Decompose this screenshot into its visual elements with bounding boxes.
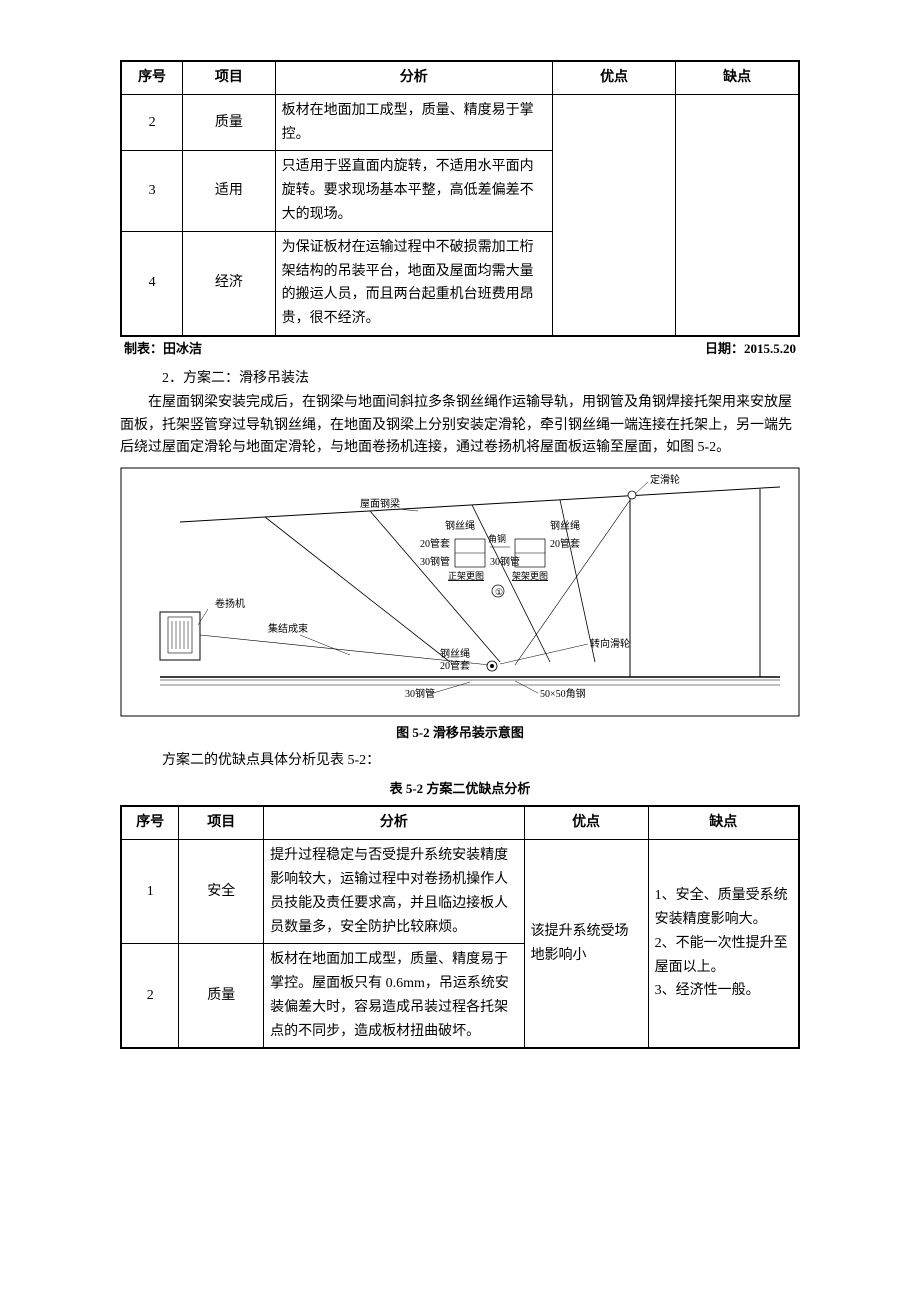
wire-rope-ground-label: 钢丝绳: [440, 647, 470, 660]
date-label: 日期：2015.5.20: [705, 339, 796, 360]
cell-analysis: 只适用于竖直面内旋转，不适用水平面内旋转。要求现场基本平整，高低差偏差不大的现场…: [275, 151, 552, 231]
table-row: 序号 项目 分析 优点 缺点: [121, 806, 799, 839]
cell-item: 质量: [179, 944, 264, 1049]
figure-5-2: 卷扬机 集结成束 转向滑轮 定滑轮 屋面钢梁 钢丝绳 钢丝绳 20管套 20管套: [120, 467, 800, 717]
wire-rope-label: 钢丝绳: [445, 519, 475, 532]
cell-item: 适用: [183, 151, 275, 231]
angle50-label: 50×50角钢: [540, 687, 586, 700]
cell-no: 3: [121, 151, 183, 231]
cell-item: 安全: [179, 840, 264, 944]
winch-label: 卷扬机: [215, 597, 245, 610]
fixed-pulley-label: 定滑轮: [650, 473, 680, 486]
side-view-label: 架架更图: [512, 571, 548, 581]
pipe20-ground-label: 20管套: [440, 659, 470, 672]
table-row: 2 质量 板材在地面加工成型，质量、精度易于掌控。: [121, 94, 799, 151]
wire-rope-label-2: 钢丝绳: [550, 519, 580, 532]
sliding-hoist-diagram-svg: 卷扬机 集结成束 转向滑轮 定滑轮 屋面钢梁 钢丝绳 钢丝绳 20管套 20管套: [120, 467, 800, 717]
col-disadvantage: 缺点: [648, 806, 799, 839]
angle-steel-label: 角钢: [488, 533, 506, 544]
table-5-1-continued: 序号 项目 分析 优点 缺点 2 质量 板材在地面加工成型，质量、精度易于掌控。…: [120, 60, 800, 337]
col-disadvantage: 缺点: [676, 61, 799, 94]
table-5-2-caption: 表 5-2 方案二优缺点分析: [120, 779, 800, 800]
cell-item: 经济: [183, 231, 275, 336]
turn-pulley-label: 转向滑轮: [590, 637, 630, 650]
cell-no: 4: [121, 231, 183, 336]
cell-analysis: 板材在地面加工成型，质量、精度易于掌控。屋面板只有 0.6mm，吊运系统安装偏差…: [264, 944, 524, 1049]
pipe30-label-2: 30钢管: [490, 555, 520, 568]
cell-no: 2: [121, 944, 179, 1049]
front-view-label: 正架更图: [448, 571, 484, 581]
table-row: 1 安全 提升过程稳定与否受提升系统安装精度影响较大，运输过程中对卷扬机操作人员…: [121, 840, 799, 944]
col-no: 序号: [121, 61, 183, 94]
col-advantage: 优点: [552, 61, 675, 94]
cell-advantage-merged: [552, 94, 675, 336]
section-2-body: 在屋面钢梁安装完成后，在钢梁与地面间斜拉多条钢丝绳作运输导轨，用钢管及角钢焊接托…: [120, 392, 800, 459]
cell-item: 质量: [183, 94, 275, 151]
table-row: 序号 项目 分析 优点 缺点: [121, 61, 799, 94]
cell-analysis: 板材在地面加工成型，质量、精度易于掌控。: [275, 94, 552, 151]
roof-beam-label: 屋面钢梁: [360, 497, 400, 510]
section-2-heading: 2．方案二：滑移吊装法: [120, 366, 800, 392]
cell-advantage-merged: 该提升系统受场地影响小: [524, 840, 648, 1049]
col-item: 项目: [183, 61, 275, 94]
pipe20-label-2: 20管套: [550, 537, 580, 550]
col-advantage: 优点: [524, 806, 648, 839]
bundle-label: 集结成束: [268, 622, 308, 635]
author-label: 制表：田冰洁: [124, 339, 202, 360]
cell-no: 1: [121, 840, 179, 944]
pipe30-ground-label: 30钢管: [405, 687, 435, 700]
pipe20-label: 20管套: [420, 537, 450, 550]
cell-analysis: 为保证板材在运输过程中不破损需加工桁架结构的吊装平台，地面及屋面均需大量的搬运人…: [275, 231, 552, 336]
cell-disadvantage-merged: 1、安全、质量受系统安装精度影响大。 2、不能一次性提升至屋面以上。 3、经济性…: [648, 840, 799, 1049]
col-item: 项目: [179, 806, 264, 839]
col-no: 序号: [121, 806, 179, 839]
figure-5-2-caption: 图 5-2 滑移吊装示意图: [120, 723, 800, 744]
cell-analysis: 提升过程稳定与否受提升系统安装精度影响较大，运输过程中对卷扬机操作人员技能及责任…: [264, 840, 524, 944]
table-meta: 制表：田冰洁 日期：2015.5.20: [120, 337, 800, 366]
circle-1-label: ①: [495, 587, 503, 597]
cell-no: 2: [121, 94, 183, 151]
col-analysis: 分析: [264, 806, 524, 839]
col-analysis: 分析: [275, 61, 552, 94]
cell-disadvantage-merged: [676, 94, 799, 336]
table-5-2: 序号 项目 分析 优点 缺点 1 安全 提升过程稳定与否受提升系统安装精度影响较…: [120, 805, 800, 1049]
pipe30-label: 30钢管: [420, 555, 450, 568]
analysis-intro: 方案二的优缺点具体分析见表 5-2：: [120, 750, 800, 772]
